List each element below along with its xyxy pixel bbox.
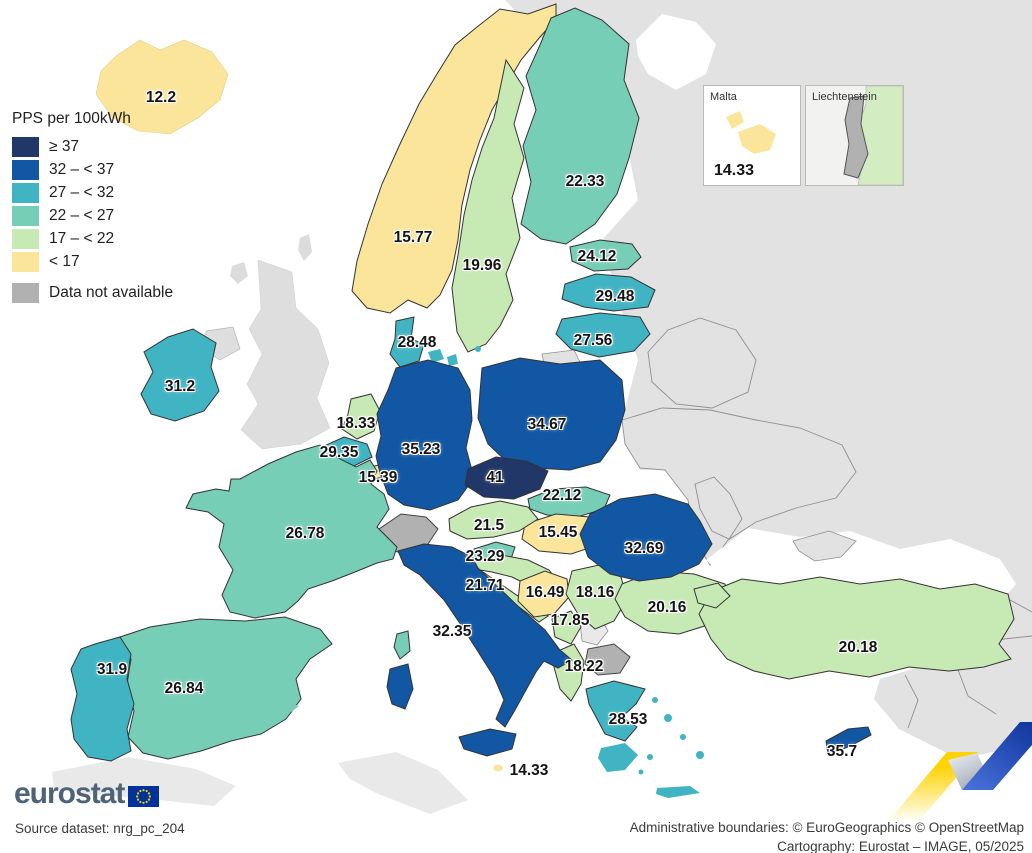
country-sweden: [451, 58, 525, 353]
country-germany: [375, 359, 475, 511]
legend-row: 32 – < 37: [12, 158, 173, 181]
country-greece-crete: [656, 786, 700, 798]
land-shetland: [298, 234, 312, 261]
legend-swatch: [12, 136, 39, 157]
land-ukraine: [621, 407, 857, 566]
country-austria: [448, 500, 539, 540]
legend-rows: ≥ 37 32 – < 37 27 – < 32 22 – < 27 17 – < 22…: [12, 135, 173, 304]
attribution-boundaries: Administrative boundaries: © EuroGeograp…: [629, 820, 1024, 835]
country-portugal: [70, 636, 135, 762]
greek-island: [647, 754, 653, 760]
greek-island: [664, 714, 672, 722]
country-lithuania: [555, 312, 651, 358]
eurostat-wordmark: eurostat: [14, 777, 125, 810]
land-united-kingdom: [240, 259, 331, 450]
country-iceland: [95, 39, 229, 135]
inset-malta-map: [726, 111, 776, 154]
ribbon-blue: [962, 722, 1032, 790]
legend-label: ≥ 37: [49, 137, 80, 155]
country-denmark-zealand: [447, 354, 458, 366]
country-cyprus: [825, 726, 872, 756]
country-greece-peloponnese: [598, 743, 638, 772]
legend-swatch: [12, 251, 39, 272]
legend-label: 32 – < 37: [49, 160, 115, 178]
border-syria: [904, 674, 919, 729]
country-latvia: [561, 273, 656, 312]
legend-row: Data not available: [12, 281, 173, 304]
country-greece: [585, 680, 646, 742]
legend-row: ≥ 37: [12, 135, 173, 158]
greek-island: [680, 734, 686, 740]
country-romania: [579, 493, 713, 582]
legend-label: 22 – < 27: [49, 206, 115, 224]
legend-label: 17 – < 22: [49, 229, 115, 247]
land-belarus: [647, 317, 757, 409]
land-crimea: [792, 530, 857, 562]
greek-island: [696, 751, 704, 759]
country-italy-sardinia: [386, 663, 414, 710]
country-denmark-funen: [428, 349, 444, 363]
country-spain: [106, 616, 333, 760]
country-liechtenstein: [843, 95, 869, 179]
country-denmark-bornholm: [475, 346, 481, 352]
country-malta: [493, 764, 503, 772]
country-ireland: [140, 328, 220, 422]
greek-island: [638, 769, 644, 775]
border-iraq: [954, 661, 997, 715]
country-montenegro: [551, 610, 582, 645]
country-turkey-thrace: [693, 582, 731, 609]
country-estonia: [569, 239, 642, 272]
source-dataset: Source dataset: nrg_pc_204: [15, 821, 185, 836]
land-moldova: [694, 476, 743, 540]
country-spain-menorca: [283, 701, 299, 712]
attribution-cartography: Cartography: Eurostat – IMAGE, 05/2025: [777, 839, 1024, 853]
eurostat-logo: eurostat: [14, 777, 160, 810]
country-france-corsica: [393, 630, 411, 660]
land-north-africa-east: [338, 752, 468, 814]
legend-label: 27 – < 32: [49, 183, 115, 201]
legend-swatch: [12, 282, 39, 303]
legend-label: Data not available: [49, 283, 174, 301]
country-italy: [397, 543, 573, 728]
legend-title: PPS per 100kWh: [12, 110, 131, 127]
malta-main-island: [738, 124, 776, 154]
legend-row: 17 – < 22: [12, 227, 173, 250]
land-north-africa-west: [52, 757, 236, 806]
greek-island: [652, 697, 658, 703]
inset-malta-value: 14.33: [714, 162, 755, 179]
eu-flag-icon: [128, 785, 160, 807]
country-finland: [520, 7, 640, 245]
inset-liechtenstein: Liechtenstein: [805, 85, 904, 186]
land-faroe: [230, 262, 248, 284]
legend-label: < 17: [49, 252, 80, 270]
inset-malta: Malta 14.33: [703, 85, 801, 186]
country-france: [185, 444, 398, 619]
legend-swatch: [12, 182, 39, 203]
inset-liechtenstein-title: Liechtenstein: [812, 91, 877, 103]
white-sea: [636, 14, 716, 90]
country-denmark: [389, 316, 425, 368]
inset-malta-title: Malta: [710, 91, 737, 103]
malta-gozo: [726, 111, 744, 129]
legend-row: 22 – < 27: [12, 204, 173, 227]
land-middle-east: [874, 654, 1032, 759]
attribution: Administrative boundaries: © EuroGeograp…: [630, 818, 1024, 853]
legend-swatch: [12, 159, 39, 180]
country-poland: [477, 357, 626, 471]
country-czechia: [464, 456, 549, 500]
country-spain-mallorca: [258, 699, 274, 710]
legend-row: 27 – < 32: [12, 181, 173, 204]
country-netherlands: [341, 393, 381, 440]
country-north-macedonia: [584, 643, 631, 676]
country-turkey: [698, 576, 1015, 680]
country-bosnia: [517, 570, 570, 618]
legend-swatch: [12, 205, 39, 226]
legend-swatch: [12, 228, 39, 249]
country-italy-sicily: [458, 728, 517, 757]
inset-liechtenstein-map: [806, 86, 903, 185]
legend-row: < 17: [12, 250, 173, 273]
legend: PPS per 100kWh ≥ 37 32 – < 37 27 – < 32 22 …: [12, 110, 173, 304]
